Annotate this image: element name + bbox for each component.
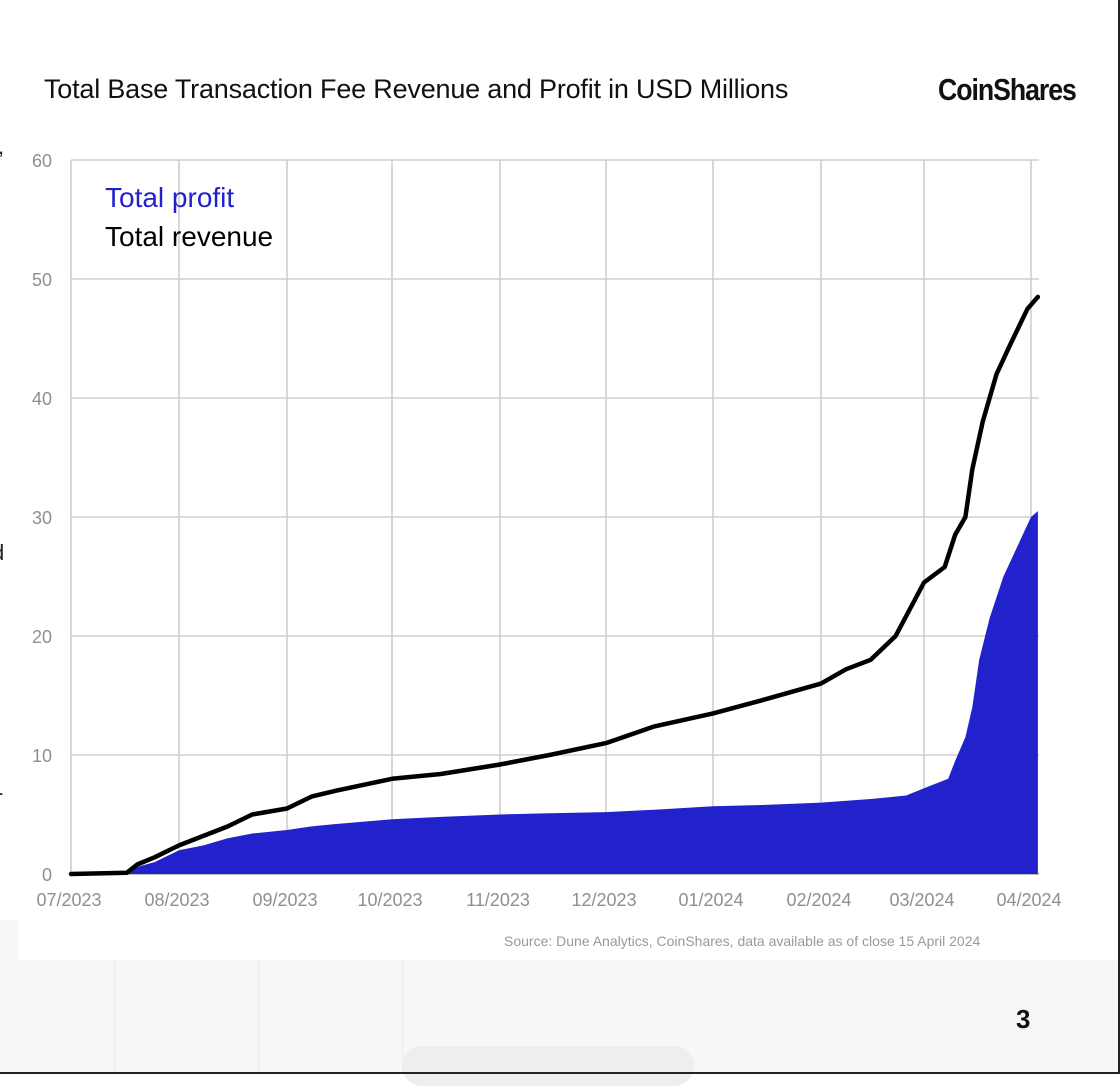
frame-border-right — [1118, 0, 1120, 1074]
x-tick-label: 07/2023 — [36, 890, 101, 910]
x-tick-label: 03/2024 — [889, 890, 954, 910]
x-tick-label: 10/2023 — [357, 890, 422, 910]
x-tick-label: 02/2024 — [786, 890, 851, 910]
background-cell — [114, 960, 259, 1072]
legend-total-revenue: Total revenue — [105, 221, 273, 252]
y-tick-label: 0 — [42, 865, 52, 885]
line-area-chart: 0 10 20 30 40 50 60 07/2023 08/2023 09/2023 10/202… — [32, 151, 1062, 910]
y-tick-label: 20 — [32, 627, 52, 647]
total-profit-area — [71, 511, 1038, 874]
y-tick-label: 40 — [32, 389, 52, 409]
chart-title: Total Base Transaction Fee Revenue and P… — [44, 74, 789, 104]
x-tick-label: 11/2023 — [466, 890, 530, 910]
x-tick-label: 09/2023 — [252, 890, 317, 910]
y-tick-label: 30 — [32, 508, 52, 528]
y-tick-label: 60 — [32, 151, 52, 171]
clipped-text-fragment: , — [0, 134, 4, 160]
y-tick-label: 50 — [32, 270, 52, 290]
x-tick-label: 12/2023 — [571, 890, 636, 910]
source-note: Source: Dune Analytics, CoinShares, data… — [504, 933, 981, 949]
slide-bottom-strip — [18, 920, 1118, 960]
clipped-text-fragment: d — [0, 540, 4, 566]
frame-border-bottom — [0, 1072, 1120, 1074]
page-number: 3 — [1016, 1004, 1031, 1034]
legend-total-profit: Total profit — [105, 182, 234, 213]
x-tick-label: 08/2023 — [144, 890, 209, 910]
total-revenue-line — [68, 294, 1041, 877]
coinshares-logo: CoinShares — [938, 72, 1077, 107]
x-tick-label: 04/2024 — [996, 890, 1061, 910]
bottom-pill-shape — [402, 1046, 694, 1086]
y-tick-label: 10 — [32, 746, 52, 766]
clipped-text-fragment: - — [0, 780, 3, 806]
background-cell — [0, 960, 115, 1072]
x-tick-label: 01/2024 — [678, 890, 743, 910]
background-cell — [258, 960, 403, 1072]
